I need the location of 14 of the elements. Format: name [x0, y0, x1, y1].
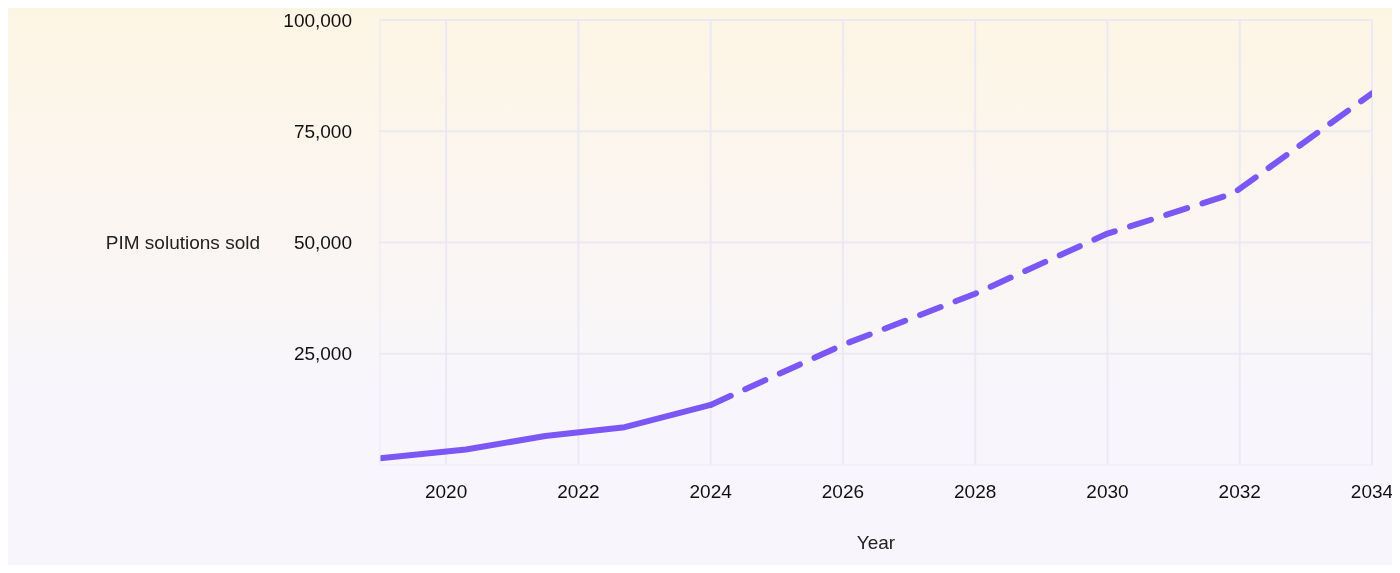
y-tick-label: 50,000 [293, 232, 352, 254]
y-tick-label: 25,000 [293, 343, 352, 365]
x-axis-title: Year [856, 532, 896, 553]
y-tick-label: 75,000 [293, 120, 352, 142]
x-tick-label: 2034 [1350, 481, 1394, 503]
x-tick-label: 2022 [557, 481, 600, 503]
x-tick-label: 2028 [954, 481, 997, 503]
x-tick-label: 2032 [1218, 481, 1261, 503]
x-tick-label: 2024 [689, 481, 733, 503]
y-tick-label: 100,000 [283, 9, 352, 31]
y-axis-title: PIM solutions sold [105, 232, 260, 254]
x-tick-label: 2020 [424, 481, 468, 503]
x-tick-label: 2030 [1086, 481, 1129, 503]
x-tick-label: 2026 [821, 481, 865, 503]
